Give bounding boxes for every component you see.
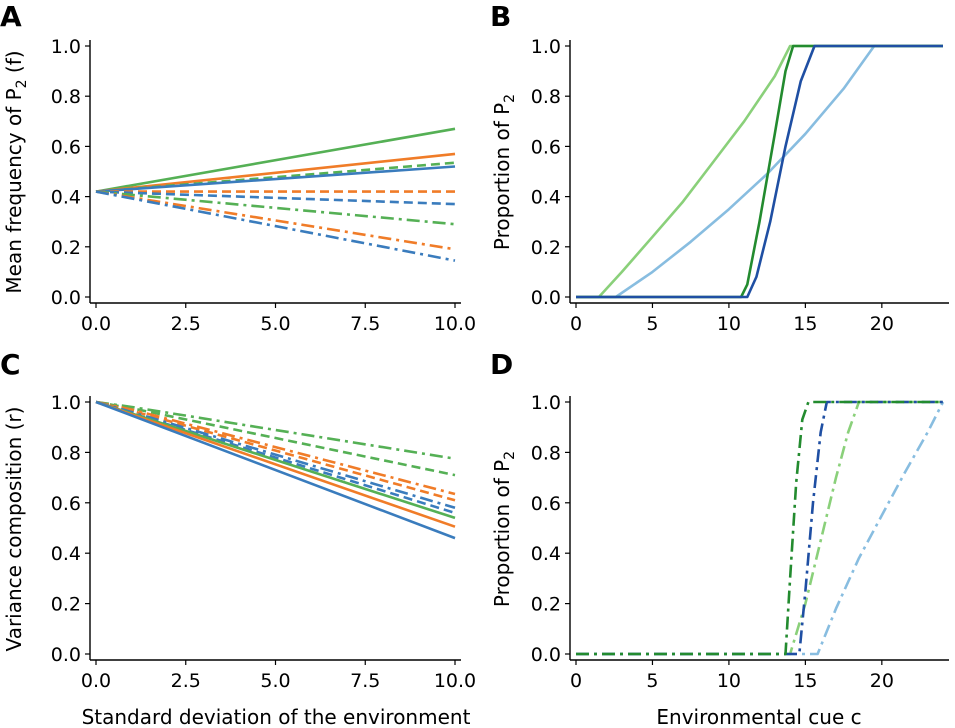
series-line-b-light-blue-solid xyxy=(576,44,943,299)
x-tick-label-b: 15 xyxy=(793,313,817,335)
ylabel-c: Variance composition (r) xyxy=(2,407,26,652)
x-tick-label-c: 7.5 xyxy=(350,670,380,692)
y-tick-label-b: 1.0 xyxy=(531,36,561,58)
series-line-a-blue-dashed xyxy=(95,190,456,206)
y-tick-label-c: 0.8 xyxy=(51,442,81,464)
x-tick-label-c: 2.5 xyxy=(171,670,201,692)
series-line-b-dark-green-solid xyxy=(576,44,943,299)
x-tick-label-a: 5.0 xyxy=(260,313,290,335)
x-tick-label-c: 5.0 xyxy=(260,670,290,692)
panel-letter-c: C xyxy=(0,348,21,381)
y-tick-label-d: 0.0 xyxy=(531,644,561,666)
x-tick-label-c: 0.0 xyxy=(81,670,111,692)
x-tick-label-a: 7.5 xyxy=(350,313,380,335)
series-line-d-dark-blue-dashdot xyxy=(576,400,943,656)
x-tick-label-d: 0 xyxy=(570,670,582,692)
panel-letter-b: B xyxy=(490,0,511,33)
xlabel-c: Standard deviation of the environment xyxy=(82,705,471,728)
series-line-d-light-blue-dashdot xyxy=(576,401,945,656)
series-line-c-orange-dashdot xyxy=(95,400,456,496)
y-tick-label-c: 0.4 xyxy=(51,543,81,565)
y-tick-label-c: 0.6 xyxy=(51,493,81,515)
series-line-a-orange-solid xyxy=(95,152,456,193)
x-tick-label-b: 10 xyxy=(717,313,741,335)
panel-c: C Variance composition (r) Standard devi… xyxy=(0,348,476,728)
x-tick-label-d: 5 xyxy=(646,670,658,692)
xlabel-d: Environmental cue c xyxy=(656,705,861,728)
y-tick-label-c: 0.0 xyxy=(51,644,81,666)
y-tick-label-a: 0.8 xyxy=(51,86,81,108)
panel-letter-d: D xyxy=(490,348,513,381)
y-tick-label-d: 0.8 xyxy=(531,442,561,464)
y-tick-label-d: 0.6 xyxy=(531,493,561,515)
x-tick-label-d: 15 xyxy=(793,670,817,692)
y-tick-label-b: 0.2 xyxy=(531,237,561,259)
series-line-b-light-green-solid xyxy=(576,44,943,299)
panel-d: D Proportion of P2 Environmental cue c 0… xyxy=(490,348,949,728)
y-tick-label-a: 0.2 xyxy=(51,237,81,259)
y-tick-label-b: 0.6 xyxy=(531,136,561,158)
ylabel-d: Proportion of P2 xyxy=(490,451,518,607)
series-line-a-blue-solid xyxy=(95,165,456,193)
ylabel-b: Proportion of P2 xyxy=(490,94,518,250)
series-line-b-dark-blue-solid xyxy=(576,44,943,299)
y-tick-label-c: 0.2 xyxy=(51,594,81,616)
x-tick-label-a: 2.5 xyxy=(171,313,201,335)
y-tick-label-b: 0.8 xyxy=(531,86,561,108)
series-line-c-green-solid xyxy=(95,400,456,520)
y-tick-label-d: 0.2 xyxy=(531,594,561,616)
series-line-a-green-dashdot xyxy=(95,190,456,226)
series-line-a-orange-dashdot xyxy=(95,190,456,251)
series-line-d-light-green-dashdot xyxy=(576,400,943,656)
y-tick-label-b: 0.4 xyxy=(531,187,561,209)
panel-a: A Mean frequency of P2 (f) 0.0 0.2 0.4 0.6 0… xyxy=(0,0,476,335)
panel-letter-a: A xyxy=(0,0,22,33)
x-tick-label-b: 0 xyxy=(570,313,582,335)
y-tick-label-b: 0.0 xyxy=(531,287,561,309)
x-tick-label-b: 5 xyxy=(646,313,658,335)
series-line-a-blue-dashdot xyxy=(95,190,456,262)
x-tick-label-d: 10 xyxy=(717,670,741,692)
series-line-d-dark-green-dashdot xyxy=(576,400,943,656)
y-tick-label-d: 0.4 xyxy=(531,543,561,565)
x-tick-label-a: 10.0 xyxy=(434,313,476,335)
series-line-a-green-solid xyxy=(95,127,456,193)
series-line-c-blue-solid xyxy=(95,400,456,540)
y-tick-label-c: 1.0 xyxy=(51,392,81,414)
y-tick-label-a: 0.4 xyxy=(51,187,81,209)
series-line-c-orange-solid xyxy=(95,400,456,528)
x-tick-label-b: 20 xyxy=(870,313,894,335)
ylabel-a: Mean frequency of P2 (f) xyxy=(2,50,30,293)
y-tick-label-a: 0.6 xyxy=(51,136,81,158)
x-tick-label-a: 0.0 xyxy=(81,313,111,335)
y-tick-label-d: 1.0 xyxy=(531,392,561,414)
panel-b: B Proportion of P2 0.0 0.2 0.4 0.6 0.8 1.0 0 5 1… xyxy=(490,0,949,335)
y-tick-label-a: 0.0 xyxy=(51,287,81,309)
x-tick-label-d: 20 xyxy=(870,670,894,692)
x-tick-label-c: 10.0 xyxy=(434,670,476,692)
y-tick-label-a: 1.0 xyxy=(51,36,81,58)
